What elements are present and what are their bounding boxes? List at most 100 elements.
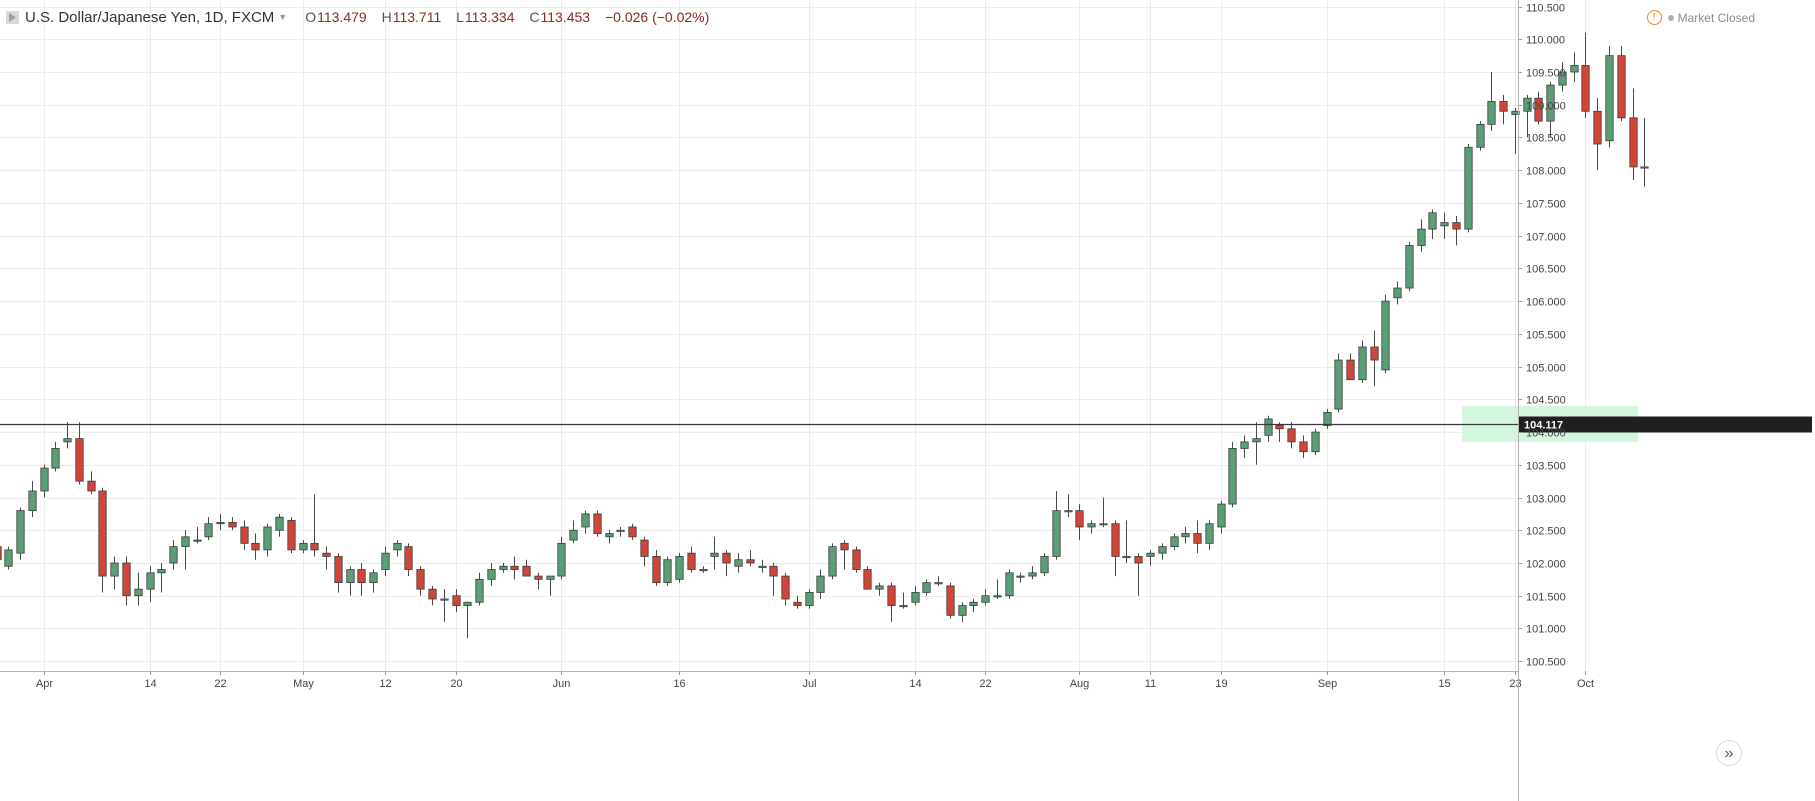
candle-body-up (440, 598, 449, 601)
candle-body-down (1617, 55, 1626, 119)
candle (1487, 72, 1496, 131)
candle-body-up (369, 572, 378, 584)
candle-body-up (1334, 359, 1343, 410)
candle (1370, 330, 1379, 387)
candle (275, 513, 284, 537)
candle-body-up (1323, 412, 1332, 426)
candle (1405, 242, 1414, 292)
candle (1323, 409, 1332, 429)
candle-body-down (452, 595, 461, 606)
y-tick-label: 101.500 (1526, 592, 1566, 604)
grid (0, 0, 1586, 671)
candle (1028, 566, 1037, 580)
candle (946, 582, 955, 619)
candle (146, 566, 155, 603)
candle-body-up (1052, 510, 1061, 557)
candle (499, 562, 508, 573)
candle (87, 471, 96, 495)
candle (699, 566, 708, 573)
y-tick-label: 104.000 (1526, 428, 1566, 440)
market-status[interactable]: ! Market Closed (1646, 10, 1755, 25)
candle-body-up (875, 585, 884, 590)
candle (1558, 62, 1567, 92)
candle-body-up (181, 536, 190, 548)
candle (216, 513, 225, 531)
scroll-to-realtime-button[interactable]: » (1716, 740, 1742, 766)
candle (663, 556, 672, 586)
candle-body-down (852, 549, 861, 570)
candle-body-up (299, 542, 308, 551)
market-status-label: Market Closed (1677, 10, 1755, 25)
y-tick-label: 108.500 (1526, 133, 1566, 145)
candle (369, 569, 378, 593)
candle (1040, 553, 1049, 577)
candle (769, 562, 778, 596)
candle (334, 553, 343, 593)
candle-body-up (1087, 523, 1096, 528)
candle-body-down (652, 556, 661, 584)
candle (1205, 520, 1214, 550)
y-tick-label: 100.500 (1526, 657, 1566, 669)
symbol-title[interactable]: U.S. Dollar/Japanese Yen, 1D, FXCM (25, 8, 275, 26)
candle (1134, 553, 1143, 596)
candle-body-down (1534, 97, 1543, 122)
candle-body-down (1346, 359, 1355, 381)
candle-body-up (169, 546, 178, 564)
chevron-down-icon[interactable]: ▼ (278, 12, 288, 22)
candle (1052, 490, 1061, 560)
candle (228, 517, 237, 531)
horizontal-line[interactable]: 104.117 (0, 416, 1812, 433)
candle (1428, 209, 1437, 239)
candle-body-down (863, 569, 872, 590)
candle (758, 559, 767, 573)
candle-body-down (98, 490, 107, 577)
candle-body-up (699, 569, 708, 572)
candle (546, 575, 555, 596)
candle-body-up (934, 582, 943, 585)
axes: 100.500 101.000 101.500 102.000 102.500 103.0… (0, 0, 1594, 801)
candle (1570, 52, 1579, 82)
candle (1005, 569, 1014, 599)
candle (1252, 422, 1261, 465)
candle (240, 520, 249, 550)
x-tick-label: 11 (1145, 678, 1156, 690)
candle (534, 572, 543, 590)
candle (1640, 117, 1649, 187)
candle-body-up (1464, 146, 1473, 230)
candle (1181, 526, 1190, 544)
candle-body-down (251, 542, 260, 551)
candle-body-down (593, 513, 602, 534)
candle (1087, 520, 1096, 534)
candle (605, 530, 614, 544)
candle-body-up (557, 542, 566, 577)
candle-body-down (322, 552, 331, 557)
y-tick-label: 107.000 (1526, 232, 1566, 244)
candle (299, 540, 308, 554)
candle-body-up (758, 565, 767, 568)
candle (1534, 91, 1543, 125)
candle-body-up (1122, 556, 1131, 559)
candle-body-down (75, 438, 84, 482)
candle-body-up (134, 588, 143, 597)
open-value: O113.479 (305, 9, 367, 25)
candle (463, 601, 472, 639)
candle (1499, 94, 1508, 125)
candle-body-up (1440, 222, 1449, 227)
candle-body-down (0, 546, 2, 561)
change-value: −0.026 (−0.02%) (604, 9, 710, 25)
candle (1346, 353, 1355, 381)
candle (875, 582, 884, 596)
candle (510, 556, 519, 580)
ohlc-values: O113.479 H113.711 L113.334 C113.453 −0.0… (305, 9, 720, 25)
candle-body-down (640, 539, 649, 557)
candle-body-up (1016, 575, 1025, 578)
candle (1111, 520, 1120, 577)
candle-body-up (1040, 556, 1049, 574)
x-tick-label: 22 (214, 678, 226, 690)
y-tick-label: 102.000 (1526, 559, 1566, 571)
candle-body-up (1487, 101, 1496, 125)
candle (40, 464, 49, 498)
x-tick-label: 14 (909, 678, 921, 690)
